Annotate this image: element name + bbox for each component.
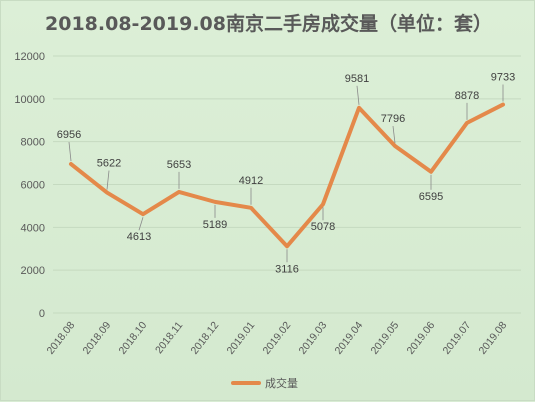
y-tick-label: 8000 [21,137,45,149]
data-labels: 6956 5622 4613 5653 5189 4912 3116 5078 9581 7796… [57,72,515,276]
legend: 成交量 [231,376,298,390]
data-label-leader [68,141,72,162]
data-label: 9733 [491,72,515,84]
x-tick-label: 2018.10 [117,319,150,356]
y-tick-label: 10000 [14,94,45,106]
data-label: 5078 [311,221,335,233]
y-tick-label: 4000 [21,222,45,234]
x-tick-label: 2019.01 [225,319,258,356]
x-tick-label: 2019.03 [297,319,330,356]
x-tick-label: 2018.08 [45,319,78,356]
x-tick-label: 2019.08 [477,319,510,356]
y-tick-label: 12000 [14,51,45,63]
x-tick-label: 2019.02 [261,319,294,356]
data-label: 9581 [345,73,369,85]
series-line-成交量 [69,102,505,249]
data-label: 5189 [203,219,227,231]
data-label-leader [392,125,396,144]
data-label: 6595 [419,191,443,203]
x-tick-label: 2019.07 [441,319,474,356]
x-axis-ticks: 2018.08 2018.09 2018.10 2018.11 2018.12 2019.… [45,319,510,356]
x-tick-label: 2019.05 [369,319,402,356]
x-tick-label: 2019.06 [405,319,438,356]
data-label-leader [356,85,360,105]
series-lines [69,102,505,249]
y-tick-label: 0 [39,308,45,320]
x-tick-label: 2018.12 [189,319,222,356]
data-label: 3116 [275,263,299,275]
y-tick-label: 2000 [21,265,45,277]
x-tick-label: 2018.09 [81,319,114,356]
data-label: 6956 [57,129,81,141]
data-label: 4912 [239,175,263,187]
data-label: 4613 [127,231,151,243]
data-label: 8878 [455,90,479,102]
y-tick-label: 6000 [21,180,45,192]
y-axis-ticks: 0 2000 4000 6000 8000 10000 12000 [14,51,45,320]
data-label-leader [138,217,144,231]
x-tick-label: 2019.04 [333,319,366,356]
data-label-leader [106,170,110,190]
data-label: 5653 [167,159,191,171]
chart-title: 2018.08-2019.08南京二手房成交量（单位：套） [45,13,492,35]
data-label: 5622 [97,158,121,170]
legend-label: 成交量 [265,376,298,390]
gridlines [53,55,521,314]
x-tick-label: 2018.11 [153,319,185,356]
data-label: 7796 [381,113,405,125]
